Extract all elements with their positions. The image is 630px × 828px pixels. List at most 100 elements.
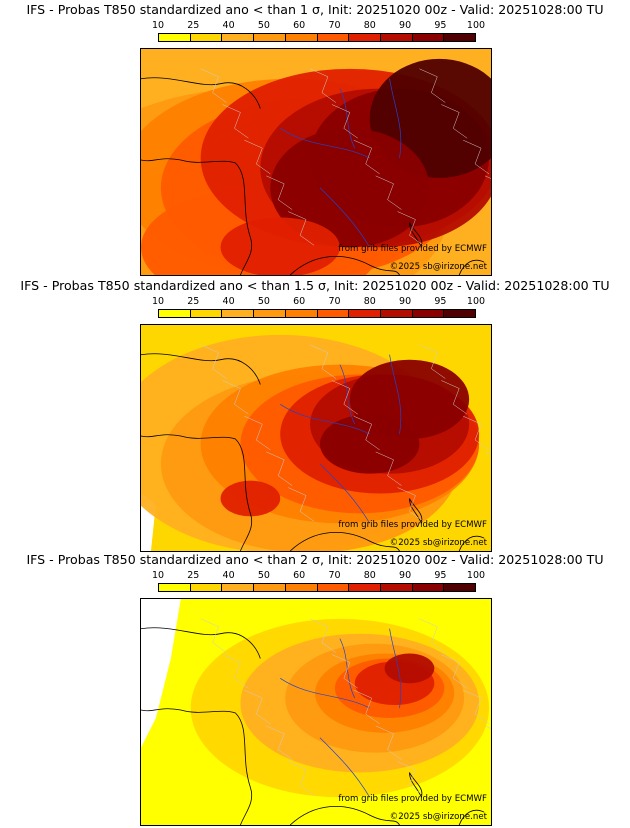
coastline (141, 627, 261, 659)
colorbar-tick: 50 (257, 20, 270, 31)
map-panel-3: IFS - Probas T850 standardized ano < tha… (0, 550, 630, 826)
probability-map: from grib files provided by ECMWF ©2025 … (140, 324, 492, 552)
coastline (141, 353, 261, 385)
admin-border (200, 618, 227, 653)
colorbar-swatch (254, 584, 286, 591)
admin-border (309, 68, 337, 103)
colorbar-tick: 80 (363, 20, 376, 31)
colorbar-swatch (412, 584, 445, 591)
map-svg (141, 325, 491, 551)
colorbar-tick: 25 (187, 570, 200, 581)
colorbar-tick: 100 (466, 20, 486, 31)
colorbar-ticks: 10 25 40 50 60 70 80 90 95 100 (152, 20, 485, 32)
colorbar-swatch (444, 34, 476, 41)
admin-border (200, 344, 227, 379)
colorbar-swatch (222, 34, 255, 41)
colorbar-swatch (317, 34, 350, 41)
admin-border (441, 380, 468, 415)
river-line (319, 737, 370, 798)
colorbar-swatch (349, 584, 381, 591)
source-credit: from grib files provided by ECMWF (338, 244, 487, 254)
colorbar-swatch (380, 310, 413, 317)
colorbar: 10 25 40 50 60 70 80 90 95 100 (152, 296, 485, 322)
admin-border (266, 725, 293, 760)
coastline (289, 532, 400, 551)
admin-border (419, 344, 446, 379)
colorbar-swatch (159, 34, 191, 41)
admin-border (441, 654, 468, 689)
admin-border (331, 104, 358, 139)
admin-border (200, 68, 227, 103)
probability-contour (220, 217, 340, 275)
coastline (141, 434, 236, 440)
colorbar-swatch (254, 310, 286, 317)
coastline (141, 77, 261, 109)
admin-border (222, 654, 249, 689)
colorbar-tick: 50 (257, 570, 270, 581)
admin-border (419, 68, 446, 103)
probability-contour (270, 128, 430, 248)
colorbar-swatch (317, 584, 350, 591)
map-svg (141, 599, 491, 825)
coastline (458, 809, 485, 825)
colorbar-tick: 40 (222, 20, 235, 31)
coastline (235, 438, 253, 551)
colorbar-tick: 70 (328, 570, 341, 581)
panel-title: IFS - Probas T850 standardized ano < tha… (26, 552, 604, 567)
map-svg (141, 49, 491, 275)
admin-border (222, 380, 249, 415)
admin-border (397, 211, 424, 246)
admin-border (397, 761, 424, 796)
colorbar: 10 25 40 50 60 70 80 90 95 100 (152, 570, 485, 596)
colorbar-swatches (158, 583, 476, 592)
copyright-credit: ©2025 sb@irizone.net (389, 812, 487, 822)
colorbar-tick: 60 (293, 296, 306, 307)
river-line (319, 463, 370, 524)
river-line (280, 678, 370, 709)
colorbar-swatch (317, 310, 350, 317)
river-line (389, 78, 402, 159)
river-line (280, 404, 370, 435)
colorbar-tick: 60 (293, 570, 306, 581)
colorbar-swatch (285, 584, 318, 591)
river-line (389, 628, 402, 709)
source-credit: from grib files provided by ECMWF (338, 794, 487, 804)
admin-border (331, 380, 358, 415)
copyright-credit: ©2025 sb@irizone.net (389, 538, 487, 548)
colorbar-tick: 100 (466, 296, 486, 307)
admin-border (244, 689, 271, 725)
colorbar-swatch (285, 34, 318, 41)
colorbar-swatches (158, 33, 476, 42)
admin-border (397, 487, 424, 522)
colorbar-swatch (190, 310, 223, 317)
colorbar-swatch (190, 584, 223, 591)
colorbar-tick: 100 (466, 570, 486, 581)
probability-contour (384, 653, 435, 684)
admin-border (441, 104, 468, 139)
admin-border (375, 175, 402, 210)
colorbar-swatch (222, 584, 255, 591)
colorbar: 10 25 40 50 60 70 80 90 95 100 (152, 20, 485, 46)
colorbar-tick: 95 (434, 570, 447, 581)
admin-border (463, 139, 490, 175)
admin-border (266, 451, 293, 486)
colorbar-tick: 90 (399, 570, 412, 581)
colorbar-ticks: 10 25 40 50 60 70 80 90 95 100 (152, 296, 485, 308)
colorbar-tick: 60 (293, 20, 306, 31)
admin-border (331, 654, 358, 689)
colorbar-swatch (412, 310, 445, 317)
admin-border (353, 415, 380, 451)
map-panel-1: IFS - Probas T850 standardized ano < tha… (0, 0, 630, 276)
admin-border (375, 725, 402, 760)
colorbar-tick: 40 (222, 570, 235, 581)
river-line (280, 128, 370, 159)
admin-border (244, 139, 271, 175)
admin-border (353, 139, 380, 175)
river-line (319, 187, 370, 248)
colorbar-tick: 70 (328, 20, 341, 31)
river-line (389, 354, 402, 435)
colorbar-tick: 50 (257, 296, 270, 307)
colorbar-swatch (380, 34, 413, 41)
colorbar-tick: 95 (434, 20, 447, 31)
colorbar-swatch (159, 584, 191, 591)
